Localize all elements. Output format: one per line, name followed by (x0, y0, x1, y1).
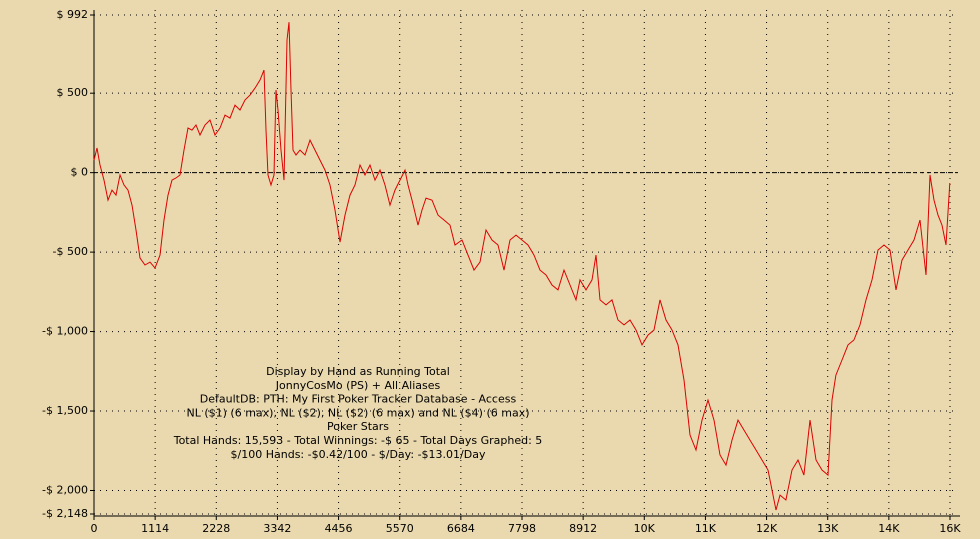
x-tick-label: 14K (878, 522, 900, 535)
y-tick-label: -$ 1,000 (42, 325, 88, 338)
y-tick-label: -$ 2,148 (42, 507, 88, 520)
annotation: NL ($1) (6 max), NL ($2), NL ($2) (6 max… (186, 406, 529, 419)
x-tick-label: 10K (634, 522, 656, 535)
x-tick-label: 4456 (325, 522, 353, 535)
y-tick-label: -$ 500 (53, 245, 88, 258)
y-tick-label: $ 0 (71, 166, 89, 179)
annotation: Total Hands: 15,593 - Total Winnings: -$… (173, 434, 543, 447)
x-tick-label: 0 (91, 522, 98, 535)
x-tick-label: 12K (756, 522, 778, 535)
annotation: Display by Hand as Running Total (266, 365, 450, 378)
y-tick-label: -$ 1,500 (42, 404, 88, 417)
x-tick-label: 1114 (141, 522, 169, 535)
annotation: Poker Stars (327, 420, 389, 433)
y-tick-label: -$ 2,000 (42, 483, 88, 496)
y-tick-label: $ 500 (57, 86, 89, 99)
x-tick-label: 8912 (569, 522, 597, 535)
x-tick-label: 16K (939, 522, 961, 535)
running-total-line (93, 22, 951, 511)
annotation: JonnyCosMo (PS) + All Aliases (275, 379, 441, 392)
x-tick-label: 13K (817, 522, 839, 535)
y-tick-label: $ 992 (57, 8, 89, 21)
annotation: DefaultDB: PTH: My First Poker Tracker D… (200, 393, 517, 406)
annotation: $/100 Hands: -$0.42/100 - $/Day: -$13.01… (231, 448, 486, 461)
x-tick-label: 7798 (508, 522, 536, 535)
x-tick-label: 3342 (263, 522, 291, 535)
x-tick-label: 2228 (202, 522, 230, 535)
x-tick-label: 6684 (447, 522, 475, 535)
x-tick-label: 11K (695, 522, 717, 535)
x-tick-label: 5570 (386, 522, 414, 535)
